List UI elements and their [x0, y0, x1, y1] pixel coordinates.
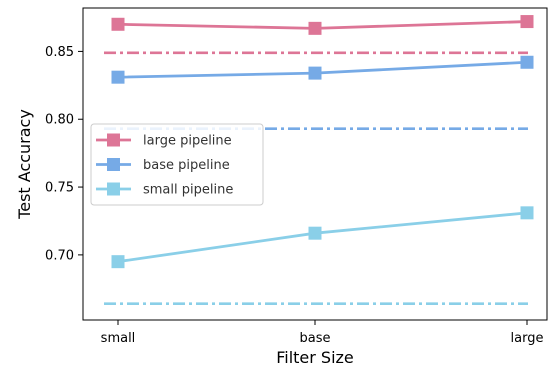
y-axis-label: Test Accuracy	[15, 109, 34, 220]
legend-label: base pipeline	[143, 158, 230, 173]
data-point	[111, 70, 125, 84]
x-axis-label: Filter Size	[276, 348, 354, 367]
x-tick-label: small	[101, 331, 136, 346]
series-markers	[111, 15, 534, 269]
legend-marker	[107, 182, 120, 196]
data-point	[308, 66, 322, 80]
legend-box	[90, 123, 264, 206]
legend-marker	[107, 133, 120, 147]
y-tick-label: 0.80	[45, 113, 74, 128]
x-tick-label: large	[511, 331, 544, 346]
data-point	[520, 55, 534, 69]
series-line	[117, 20, 528, 30]
data-point	[111, 17, 125, 31]
y-axis-ticks: 0.70 0.75 0.80 0.85	[45, 45, 83, 263]
legend-marker	[107, 158, 120, 171]
y-tick-label: 0.70	[45, 248, 74, 263]
y-tick-label: 0.85	[45, 45, 74, 60]
legend-label: large pipeline	[143, 134, 232, 149]
x-axis-ticks: small base large	[101, 320, 544, 346]
series-line	[117, 60, 528, 79]
legend-label: small pipeline	[143, 183, 233, 198]
data-point	[308, 21, 322, 35]
y-tick-label: 0.75	[45, 181, 74, 196]
x-tick-label: base	[300, 331, 331, 346]
legend: large pipeline base pipeline small pipelin…	[90, 123, 264, 206]
data-point	[111, 255, 125, 269]
series-line	[117, 211, 528, 264]
data-point	[520, 206, 534, 220]
data-point	[308, 226, 322, 240]
data-point	[520, 15, 534, 29]
